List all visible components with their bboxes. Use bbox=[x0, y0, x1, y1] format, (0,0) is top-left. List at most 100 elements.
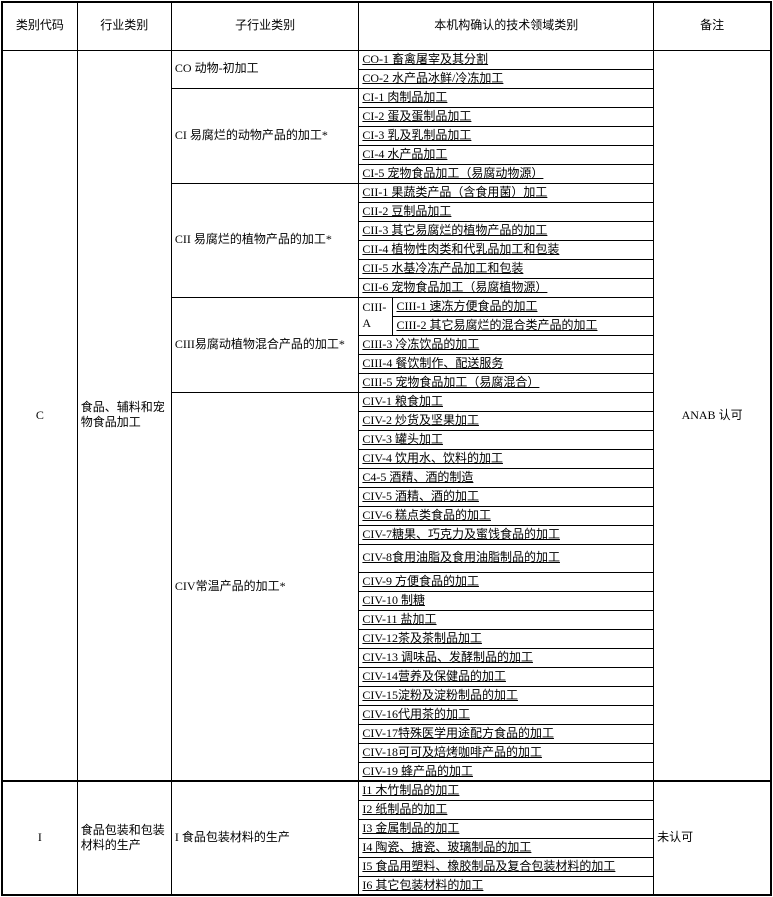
tech-area-cell: C4-5 酒精、酒的制造 bbox=[358, 467, 655, 488]
tech-area-cell: CIII-4 餐饮制作、配送服务 bbox=[358, 353, 655, 374]
header-sub-industry: 子行业类别 bbox=[170, 1, 360, 51]
tech-area-cell: CIV-4 饮用水、饮料的加工 bbox=[358, 448, 655, 469]
tech-area-label: CIII-4 餐饮制作、配送服务 bbox=[362, 355, 504, 370]
tech-area-cell: CIV-14营养及保健品的加工 bbox=[358, 666, 655, 687]
tech-area-label: CIV-14营养及保健品的加工 bbox=[362, 668, 506, 683]
sub-industry-cell: CI 易腐烂的动物产品的加工* bbox=[170, 87, 360, 184]
tech-area-label: CIV-4 饮用水、饮料的加工 bbox=[362, 450, 503, 465]
tech-area-label: CII-5 水基冷冻产品加工和包装 bbox=[362, 260, 524, 275]
tech-area-cell: CII-3 其它易腐烂的植物产品的加工 bbox=[358, 220, 655, 241]
table-row: CI-3 乳及乳制品加工 bbox=[2, 125, 771, 146]
nested-code-cell: CIII-A bbox=[358, 296, 394, 336]
tech-area-cell: CIV-9 方便食品的加工 bbox=[358, 571, 655, 592]
table-row: CII-3 其它易腐烂的植物产品的加工 bbox=[2, 220, 771, 241]
tech-area-cell: I4 陶瓷、搪瓷、玻璃制品的加工 bbox=[358, 837, 655, 858]
tech-area-label: CIV-16代用茶的加工 bbox=[362, 706, 470, 721]
category-code-cell: I bbox=[1, 780, 78, 896]
sub-industry-cell: I 食品包装材料的生产 bbox=[170, 780, 360, 896]
table-row: CIV-14营养及保健品的加工 bbox=[2, 666, 771, 687]
tech-area-label: CIII-2 其它易腐烂的混合类产品的加工 bbox=[396, 317, 598, 332]
tech-area-cell: CI-5 宠物食品加工（易腐动物源） bbox=[358, 163, 655, 184]
tech-area-label: CI-3 乳及乳制品加工 bbox=[362, 127, 472, 142]
table-row: CII-4 植物性肉类和代乳品加工和包装 bbox=[2, 239, 771, 260]
tech-area-cell: CIV-16代用茶的加工 bbox=[358, 704, 655, 725]
tech-area-cell: CIV-1 粮食加工 bbox=[358, 391, 655, 412]
industry-cell: 食品、辅料和宠物食品加工 bbox=[76, 49, 172, 782]
tech-area-label: CIII-1 速冻方便食品的加工 bbox=[396, 298, 538, 313]
tech-area-label: CIV-15淀粉及淀粉制品的加工 bbox=[362, 687, 518, 702]
tech-area-cell: I1 木竹制品的加工 bbox=[358, 780, 655, 801]
tech-area-cell: CIV-11 盐加工 bbox=[358, 609, 655, 630]
tech-area-label: CIV-1 粮食加工 bbox=[362, 393, 443, 408]
table-row: CIV常温产品的加工* CIV-1 粮食加工 bbox=[2, 391, 771, 782]
header-industry: 行业类别 bbox=[76, 1, 172, 51]
header-row: 类别代码 行业类别 子行业类别 本机构确认的技术领域类别 备注 bbox=[1, 1, 772, 51]
tech-area-cell: I5 食品用塑料、橡胶制品及复合包装材料的加工 bbox=[358, 856, 655, 877]
tech-area-label: CIV-3 罐头加工 bbox=[362, 431, 443, 446]
tech-area-cell: CIV-2 炒货及坚果加工 bbox=[358, 410, 655, 431]
table-row: CIV-19 蜂产品的加工 bbox=[2, 761, 771, 782]
tech-area-cell: I3 金属制品的加工 bbox=[358, 818, 655, 839]
tech-area-label: CI-5 宠物食品加工（易腐动物源） bbox=[362, 165, 544, 180]
tech-area-cell: CO-1 畜禽屠宰及其分割 bbox=[358, 49, 655, 70]
tech-area-label: CII-6 宠物食品加工（易腐植物源） bbox=[362, 279, 548, 294]
tech-area-cell: CI-1 肉制品加工 bbox=[358, 87, 655, 108]
tech-area-cell: CIV-6 糕点类食品的加工 bbox=[358, 505, 655, 526]
tech-area-label: CO-2 水产品冰鲜/冷冻加工 bbox=[362, 70, 504, 85]
table-row: CIV-4 饮用水、饮料的加工 bbox=[2, 448, 771, 469]
tech-area-cell: CIV-7糖果、巧克力及蜜饯食品的加工 bbox=[358, 524, 655, 545]
tech-area-label: CIV-13 调味品、发酵制品的加工 bbox=[362, 649, 533, 664]
tech-area-cell: CII-2 豆制品加工 bbox=[358, 201, 655, 222]
header-category-code: 类别代码 bbox=[1, 1, 78, 51]
tech-area-label: I2 纸制品的加工 bbox=[362, 801, 448, 816]
tech-area-cell: CIV-15淀粉及淀粉制品的加工 bbox=[358, 685, 655, 706]
tech-area-cell: CIV-12茶及茶制品加工 bbox=[358, 628, 655, 649]
tech-area-cell: CI-2 蛋及蛋制品加工 bbox=[358, 106, 655, 127]
tech-area-label: CIV-12茶及茶制品加工 bbox=[362, 630, 482, 645]
tech-area-label: CI-1 肉制品加工 bbox=[362, 89, 448, 104]
table-row: CII-2 豆制品加工 bbox=[2, 201, 771, 222]
tech-area-label: CIV-7糖果、巧克力及蜜饯食品的加工 bbox=[362, 526, 560, 541]
table-row: C 食品、辅料和宠物食品加工 CO 动物-初加工 CO-1 畜禽屠宰及其分割 A… bbox=[1, 49, 772, 782]
sub-industry-cell: CII 易腐烂的植物产品的加工* bbox=[170, 182, 360, 298]
table-row: CIII-5 宠物食品加工（易腐混合） bbox=[2, 372, 771, 393]
tech-area-label: I5 食品用塑料、橡胶制品及复合包装材料的加工 bbox=[362, 858, 616, 873]
tech-area-label: CIV-2 炒货及坚果加工 bbox=[362, 412, 479, 427]
tech-area-cell: CII-1 果蔬类产品（含食用菌）加工 bbox=[358, 182, 655, 203]
tech-area-cell: CIV-13 调味品、发酵制品的加工 bbox=[358, 647, 655, 668]
tech-area-cell: CII-5 水基冷冻产品加工和包装 bbox=[358, 258, 655, 279]
tech-area-label: CII-1 果蔬类产品（含食用菌）加工 bbox=[362, 184, 548, 199]
tech-area-label: CIV-19 蜂产品的加工 bbox=[362, 763, 473, 778]
tech-area-cell: CIV-5 酒精、酒的加工 bbox=[358, 486, 655, 507]
industry-cell: 食品包装和包装材料的生产 bbox=[76, 780, 172, 896]
tech-area-label: I1 木竹制品的加工 bbox=[362, 783, 460, 798]
tech-area-label: CIV-11 盐加工 bbox=[362, 611, 437, 626]
tech-area-cell: CO-2 水产品冰鲜/冷冻加工 bbox=[358, 68, 655, 89]
tech-area-cell: CIV-3 罐头加工 bbox=[358, 429, 655, 450]
tech-area-label: CIV-17特殊医学用途配方食品的加工 bbox=[362, 725, 554, 740]
tech-area-label: CIV-9 方便食品的加工 bbox=[362, 573, 479, 588]
tech-area-cell: CIV-10 制糖 bbox=[358, 590, 655, 611]
table-row: I 食品包装和包装材料的生产 I 食品包装材料的生产 I1 木竹制品的加工 未认… bbox=[1, 780, 772, 896]
table-row: CIV-3 罐头加工 bbox=[2, 429, 771, 450]
sub-industry-cell: CO 动物-初加工 bbox=[170, 49, 360, 89]
tech-area-cell: CI-4 水产品加工 bbox=[358, 144, 655, 165]
tech-area-label: CIII-3 冷冻饮品的加工 bbox=[362, 336, 480, 351]
remark-cell: 未认可 bbox=[653, 780, 772, 896]
tech-area-cell: CIII-5 宠物食品加工（易腐混合） bbox=[358, 372, 655, 393]
tech-area-cell: CI-3 乳及乳制品加工 bbox=[358, 125, 655, 146]
sub-industry-cell: CIII易腐动植物混合产品的加工* bbox=[170, 296, 360, 393]
tech-area-cell: CII-6 宠物食品加工（易腐植物源） bbox=[358, 277, 655, 298]
tech-area-label: I4 陶瓷、搪瓷、玻璃制品的加工 bbox=[362, 839, 532, 854]
tech-area-cell: CII-4 植物性肉类和代乳品加工和包装 bbox=[358, 239, 655, 260]
tech-area-label: CIV-5 酒精、酒的加工 bbox=[362, 488, 479, 503]
tech-area-label: CIV-10 制糖 bbox=[362, 592, 425, 607]
tech-area-label: CII-2 豆制品加工 bbox=[362, 203, 452, 218]
tech-area-label: C4-5 酒精、酒的制造 bbox=[362, 469, 474, 484]
tech-area-label: CII-4 植物性肉类和代乳品加工和包装 bbox=[362, 241, 560, 256]
sub-industry-cell: CIV常温产品的加工* bbox=[170, 391, 360, 782]
tech-area-label: I3 金属制品的加工 bbox=[362, 820, 460, 835]
tech-area-cell: CIII-3 冷冻饮品的加工 bbox=[358, 334, 655, 355]
tech-area-label: CI-4 水产品加工 bbox=[362, 146, 448, 161]
